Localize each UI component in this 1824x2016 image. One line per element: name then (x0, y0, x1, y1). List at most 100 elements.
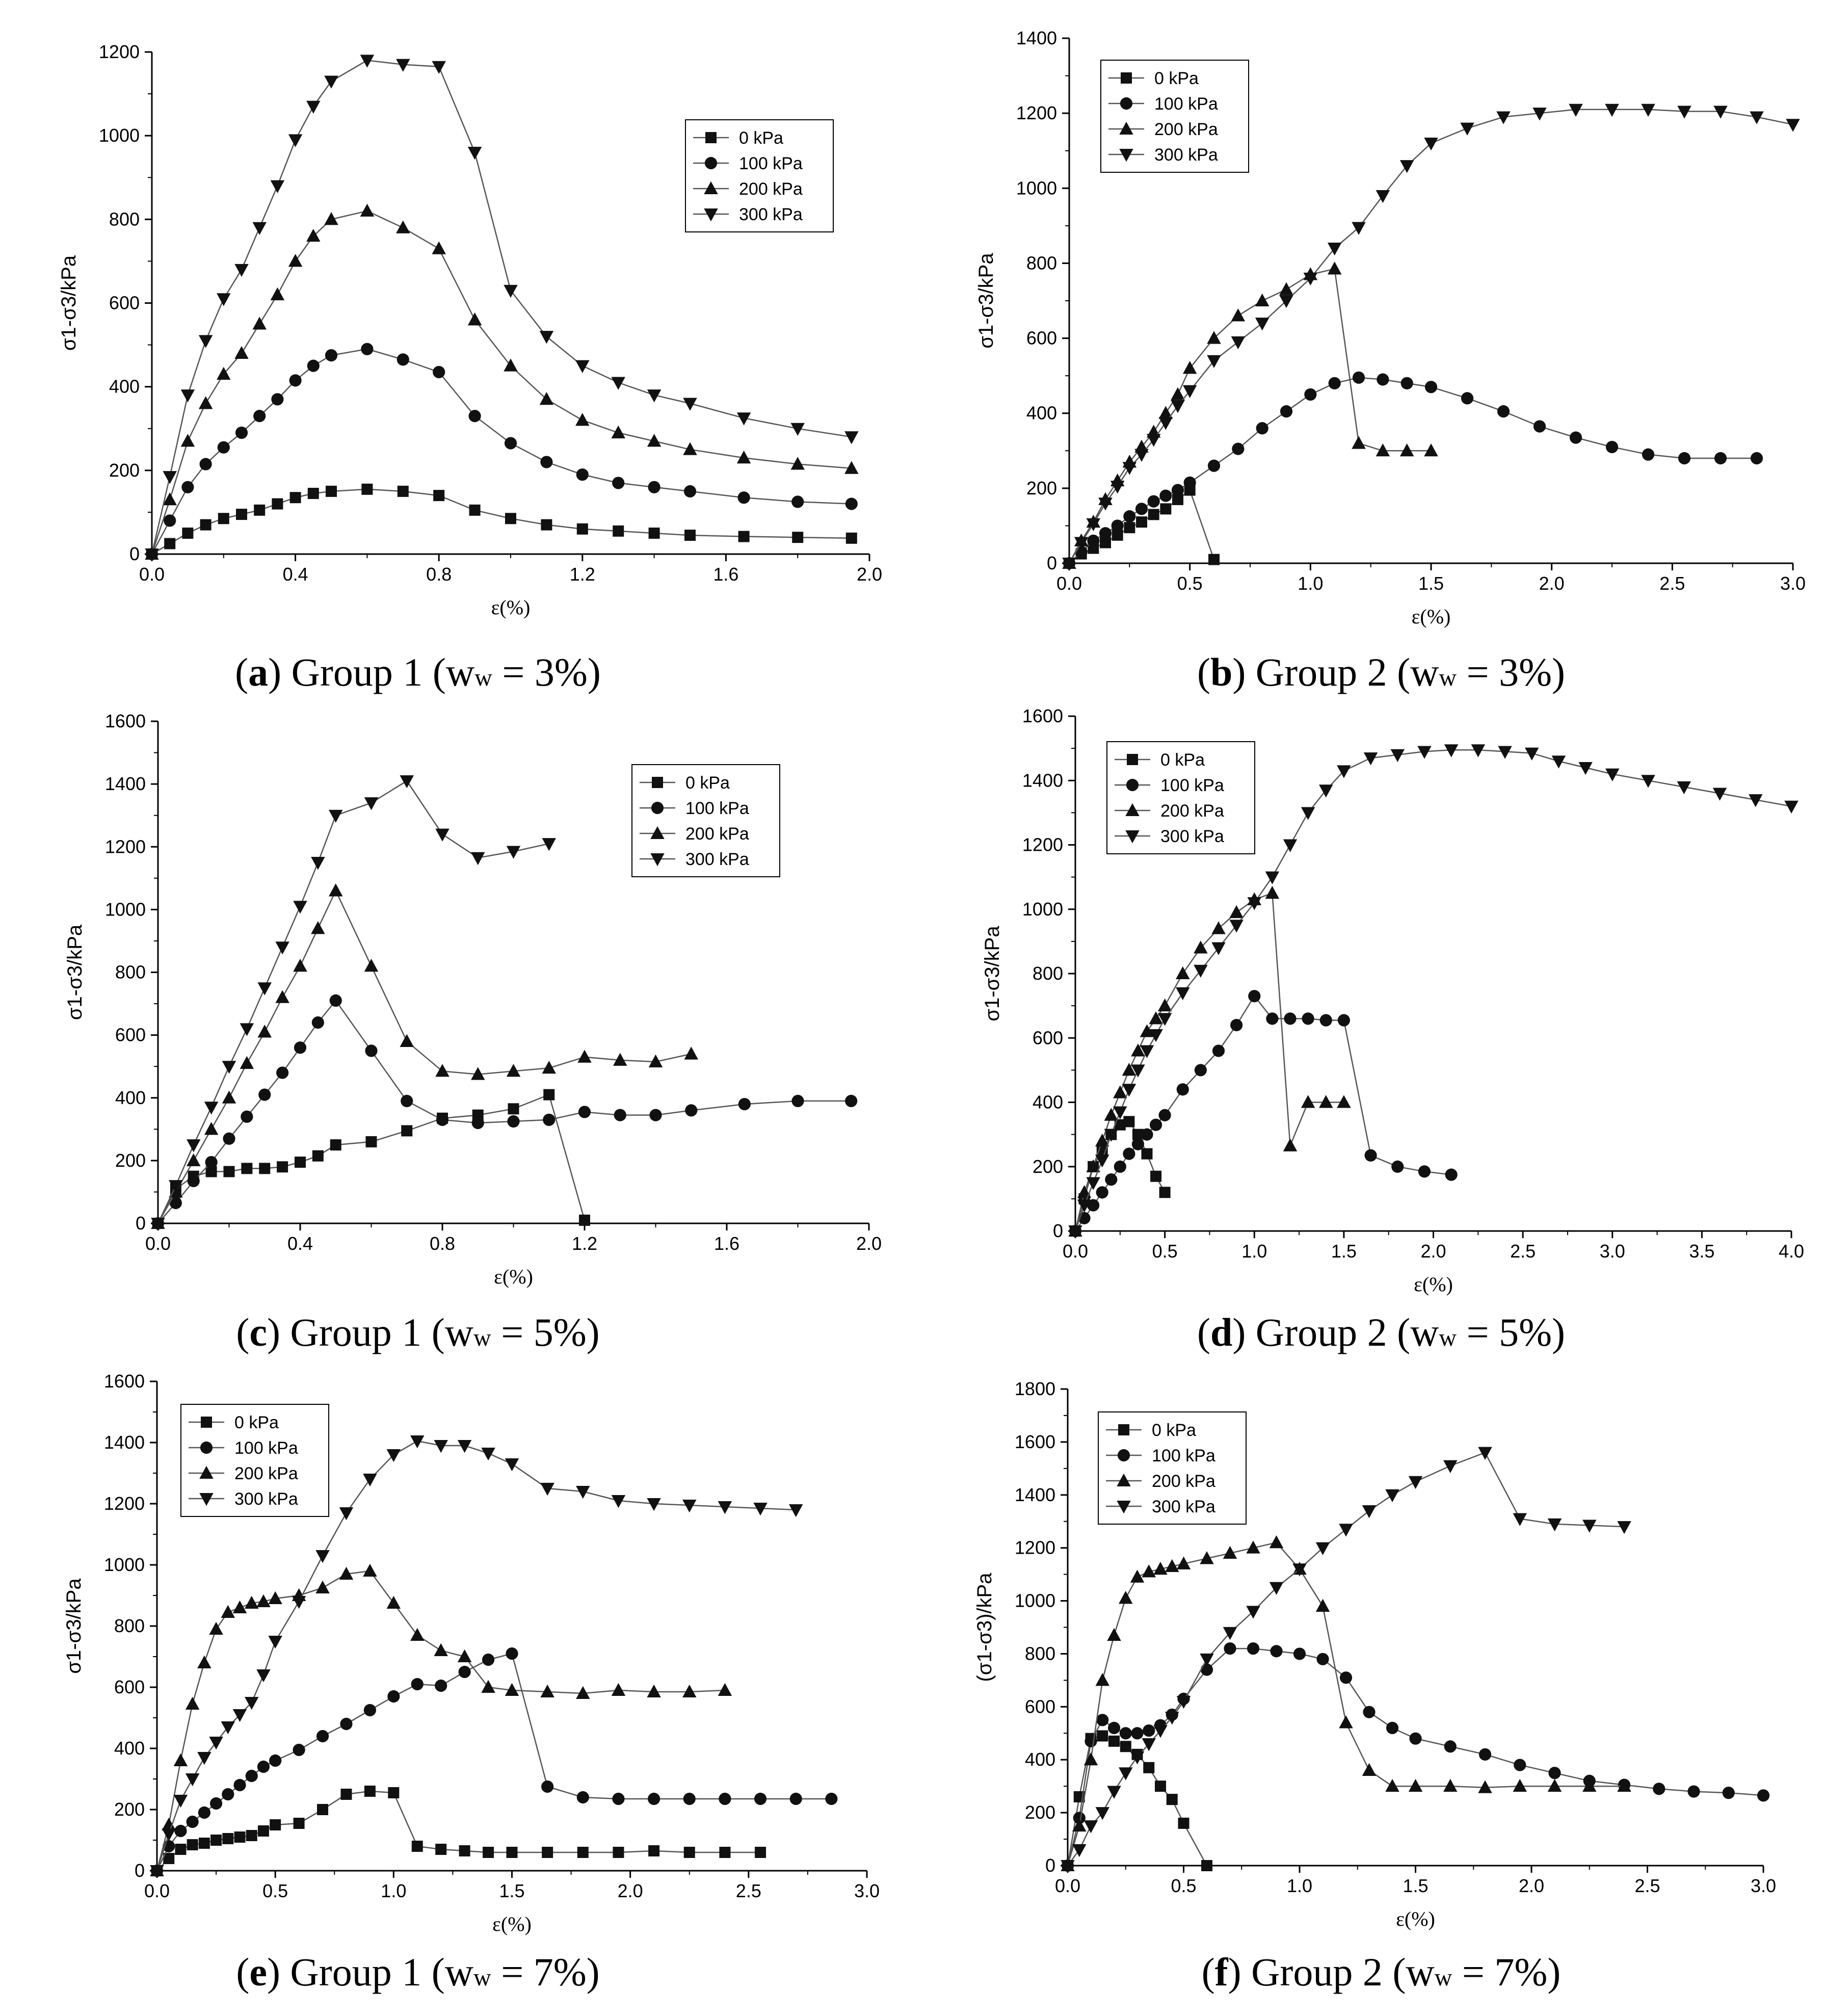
chart-f: 0.0 0.5 1.0 1.5 2.0 2.5 3.0 0 200 400 600 800 1000 12… (973, 1378, 1776, 1994)
data-point (1337, 1014, 1350, 1027)
data-point (1149, 1011, 1163, 1025)
data-point (1445, 1168, 1458, 1181)
data-point (791, 1094, 804, 1108)
data-point (324, 75, 338, 89)
data-point (1231, 336, 1246, 350)
y-tick-label: 600 (1026, 328, 1057, 349)
y-tick-label: 0 (129, 543, 140, 564)
data-point (1119, 1767, 1133, 1781)
data-point (1582, 1520, 1597, 1533)
series-triangle-up (145, 203, 859, 560)
data-point (683, 1792, 696, 1805)
data-point (612, 1792, 625, 1805)
data-point (1097, 1730, 1108, 1742)
data-point (1158, 1109, 1171, 1121)
data-point (647, 1498, 661, 1511)
data-point (187, 1153, 201, 1166)
caption-letter: e (249, 1950, 267, 1994)
data-point (1409, 1732, 1422, 1745)
y-tick-label: 1000 (1016, 177, 1057, 198)
data-point (1417, 746, 1432, 759)
data-point (198, 335, 213, 348)
data-point (1096, 1714, 1109, 1726)
caption-open: ( (235, 650, 248, 694)
data-point (1131, 1043, 1145, 1057)
x-tick-label: 0.5 (262, 1880, 288, 1901)
data-point (1319, 1014, 1332, 1027)
caption-tail: = 3%) (492, 650, 601, 694)
data-point (1140, 1024, 1154, 1037)
data-point (316, 1730, 329, 1743)
data-point (755, 1847, 766, 1858)
data-point (289, 492, 301, 504)
x-tick-label: 0.0 (144, 1880, 170, 1901)
data-point (1605, 103, 1619, 117)
data-point (1176, 966, 1190, 979)
data-point (1171, 400, 1185, 413)
data-point (259, 1163, 271, 1174)
data-point (648, 1054, 663, 1067)
data-point (435, 1064, 450, 1077)
legend-marker (705, 132, 717, 143)
data-point (270, 1819, 281, 1830)
data-point (1224, 1642, 1236, 1655)
data-point (468, 410, 481, 423)
data-point (396, 353, 409, 366)
x-tick-label: 0.0 (145, 1233, 171, 1254)
y-tick-label: 1200 (1015, 1537, 1055, 1558)
data-point (340, 1789, 352, 1800)
data-point (325, 349, 338, 362)
data-point (1201, 1860, 1212, 1871)
data-point (505, 513, 516, 525)
y-tick-label: 1000 (99, 125, 140, 146)
legend-marker (1119, 149, 1133, 162)
data-point (1211, 921, 1226, 934)
y-tick-label: 0 (135, 1860, 145, 1881)
caption: (d) Group 2 (ww = 5%) (1197, 1310, 1565, 1354)
data-point (1280, 405, 1293, 418)
data-point (1207, 355, 1221, 369)
data-point (1182, 361, 1197, 374)
data-point (1207, 331, 1221, 344)
data-point (222, 1788, 234, 1801)
data-point (1385, 1489, 1399, 1503)
data-point (505, 1458, 519, 1472)
y-tick-label: 0 (1047, 553, 1057, 573)
data-point (579, 1214, 590, 1226)
legend-marker (1125, 830, 1140, 844)
data-point (1112, 529, 1123, 541)
x-tick-label: 0.5 (1177, 573, 1203, 594)
data-point (241, 1110, 253, 1123)
caption-tail: = 7%) (1452, 1950, 1561, 1994)
data-point (1131, 1064, 1145, 1078)
legend-marker (1125, 803, 1140, 816)
data-point (432, 61, 446, 74)
data-point (1279, 282, 1293, 295)
legend-label: 100 kPa (1160, 776, 1224, 795)
data-point (1304, 388, 1317, 401)
legend-label: 300 kPa (1152, 1497, 1215, 1516)
data-point (1524, 747, 1539, 761)
legend-marker (1117, 1449, 1130, 1462)
x-tick-label: 0.4 (287, 1233, 313, 1254)
x-axis-label: ε(%) (494, 1265, 533, 1288)
data-point (1158, 417, 1173, 430)
data-point (182, 527, 194, 539)
legend-marker (650, 826, 665, 839)
data-point (1617, 1521, 1631, 1534)
data-point (575, 360, 590, 373)
series-circle (1061, 1642, 1770, 1872)
data-point (411, 1841, 423, 1852)
data-point (275, 941, 289, 955)
x-tick-label: 0.8 (430, 1233, 455, 1254)
x-tick-label: 3.0 (854, 1880, 880, 1901)
data-point (306, 100, 321, 114)
data-point (577, 1050, 592, 1063)
data-point (275, 990, 289, 1003)
data-point (252, 317, 267, 330)
x-tick-label: 2.0 (1420, 1241, 1446, 1262)
data-point (540, 1483, 554, 1496)
data-point (504, 284, 518, 298)
y-tick-label: 1000 (104, 1554, 145, 1575)
data-point (481, 1448, 495, 1461)
